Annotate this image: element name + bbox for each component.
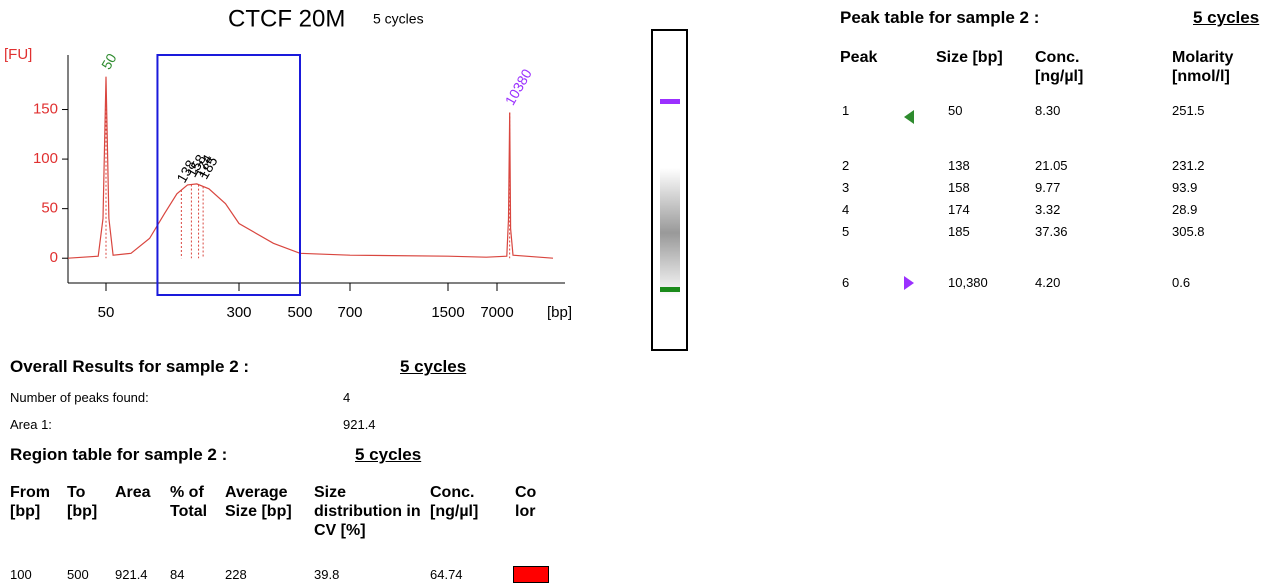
peak-table-header: Conc. [ng/µl] xyxy=(1035,48,1083,86)
y-tick-label: 50 xyxy=(41,200,58,217)
x-tick-label: 700 xyxy=(337,304,362,321)
upper-marker-icon xyxy=(904,276,914,290)
peak-table-cell: 3.32 xyxy=(1035,202,1060,218)
x-tick-label: 1500 xyxy=(431,304,464,321)
region-table-header: From [bp] xyxy=(10,483,50,521)
region-table-cell: 500 xyxy=(67,567,89,583)
x-tick-label: 7000 xyxy=(480,304,513,321)
upper-band xyxy=(660,99,680,104)
region-table-header: % of Total xyxy=(170,483,207,521)
x-tick-label: 50 xyxy=(98,304,115,321)
peak-table-cell: 3 xyxy=(842,180,849,196)
peak-table-cell: 138 xyxy=(948,158,970,174)
peak-table-cell: 185 xyxy=(948,224,970,240)
peak-table-cell: 231.2 xyxy=(1172,158,1205,174)
region-table-header: Area xyxy=(115,483,151,502)
chart-subtitle: 5 cycles xyxy=(373,11,424,27)
region-table-header: Conc. [ng/µl] xyxy=(430,483,478,521)
peak-table-cell: 4 xyxy=(842,202,849,218)
peak-table-cell: 0.6 xyxy=(1172,275,1190,291)
peak-table-sample: 5 cycles xyxy=(1193,8,1259,28)
y-tick-label: 100 xyxy=(33,150,58,167)
region-table-sample: 5 cycles xyxy=(355,445,421,465)
trace xyxy=(68,77,553,258)
region-table-header: Co lor xyxy=(515,483,536,521)
overall-label: Number of peaks found: xyxy=(10,390,149,406)
x-axis-label: [bp] xyxy=(547,304,572,321)
region-color-swatch xyxy=(513,566,549,583)
peak-table-header: Peak xyxy=(840,48,877,67)
peak-table-cell: 6 xyxy=(842,275,849,291)
overall-value: 921.4 xyxy=(343,417,376,433)
chart-title: CTCF 20M xyxy=(228,5,345,32)
peak-table-cell: 5 xyxy=(842,224,849,240)
page: CTCF 20M 5 cycles [FU] [bp] 050100150503… xyxy=(0,0,1265,587)
peak-table-cell: 50 xyxy=(948,103,962,119)
peak-table-header: Size [bp] xyxy=(936,48,1003,67)
region-table-cell: 64.74 xyxy=(430,567,463,583)
x-tick-label: 300 xyxy=(226,304,251,321)
marker-icons xyxy=(900,100,916,300)
peak-table-title: Peak table for sample 2 : xyxy=(840,8,1039,28)
peak-table-cell: 10,380 xyxy=(948,275,988,291)
peak-table-cell: 1 xyxy=(842,103,849,119)
peak-table-cell: 8.30 xyxy=(1035,103,1060,119)
region-table-title: Region table for sample 2 : xyxy=(10,445,227,465)
lower-band xyxy=(660,287,680,292)
peak-table-cell: 93.9 xyxy=(1172,180,1197,196)
overall-value: 4 xyxy=(343,390,350,406)
peak-table-cell: 305.8 xyxy=(1172,224,1205,240)
region-table-header: Size distribution in CV [%] xyxy=(314,483,421,541)
region-table-cell: 84 xyxy=(170,567,184,583)
peak-table-cell: 251.5 xyxy=(1172,103,1205,119)
region-table-cell: 921.4 xyxy=(115,567,148,583)
peak-table-cell: 37.36 xyxy=(1035,224,1068,240)
region-table-header: Average Size [bp] xyxy=(225,483,292,521)
overall-sample: 5 cycles xyxy=(400,357,466,377)
peak-table-cell: 21.05 xyxy=(1035,158,1068,174)
peak-label: 50 xyxy=(98,50,120,72)
peak-table-cell: 4.20 xyxy=(1035,275,1060,291)
overall-label: Area 1: xyxy=(10,417,52,433)
gel-lane xyxy=(650,28,690,353)
electropherogram: CTCF 20M 5 cycles [FU] [bp] 0 50 100 150 50 3… xyxy=(0,0,600,340)
y-axis-label: [FU] xyxy=(4,46,32,63)
smear xyxy=(660,168,680,298)
lower-marker-icon xyxy=(904,110,914,124)
region-table-header: To [bp] xyxy=(67,483,97,521)
peak-table-cell: 174 xyxy=(948,202,970,218)
y-tick-label: 0 xyxy=(50,249,58,266)
peak-table-cell: 9.77 xyxy=(1035,180,1060,196)
peak-table-cell: 28.9 xyxy=(1172,202,1197,218)
overall-title: Overall Results for sample 2 : xyxy=(10,357,249,377)
y-tick-label: 150 xyxy=(33,100,58,117)
region-table-cell: 100 xyxy=(10,567,32,583)
x-tick-label: 500 xyxy=(287,304,312,321)
peak-table-cell: 158 xyxy=(948,180,970,196)
region-table-cell: 228 xyxy=(225,567,247,583)
peak-table-cell: 2 xyxy=(842,158,849,174)
peak-label: 10380 xyxy=(502,66,535,108)
region-table-cell: 39.8 xyxy=(314,567,339,583)
peak-table-header: Molarity [nmol/l] xyxy=(1172,48,1233,86)
